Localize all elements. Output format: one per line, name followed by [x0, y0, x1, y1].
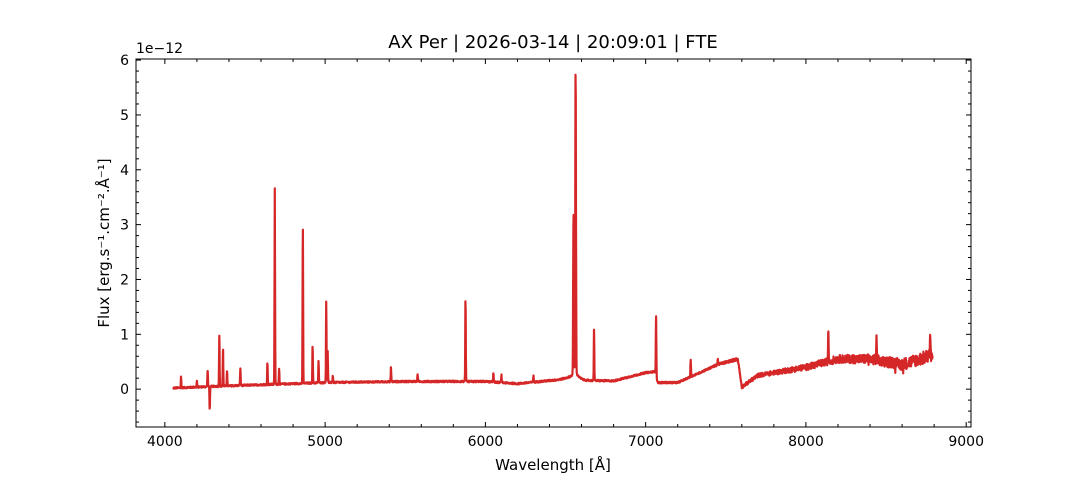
x-axis-label: Wavelength [Å] [495, 455, 611, 474]
chart-title: AX Per | 2026-03-14 | 20:09:01 | FTE [388, 32, 717, 53]
axis-ticks: 4000 5000 6000 7000 8000 9000 0 1 2 3 4 5 6 [120, 53, 984, 450]
x-tick-label: 8000 [788, 434, 824, 450]
x-tick-label: 9000 [948, 434, 984, 450]
x-tick-label: 6000 [468, 434, 504, 450]
y-tick-label: 2 [120, 272, 129, 288]
y-tick-label: 1 [120, 327, 129, 343]
y-offset-label: 1e−12 [136, 41, 183, 57]
y-tick-label: 5 [120, 108, 129, 124]
y-axis-label: Flux [erg.s⁻¹.cm⁻².Å⁻¹] [94, 158, 113, 327]
x-tick-label: 4000 [147, 434, 183, 450]
x-tick-label: 5000 [307, 434, 343, 450]
plot-frame [135, 58, 972, 428]
y-tick-label: 6 [120, 53, 129, 69]
y-tick-label: 3 [120, 218, 129, 234]
x-tick-label: 7000 [628, 434, 664, 450]
y-tick-label: 0 [120, 382, 129, 398]
y-tick-label: 4 [120, 163, 129, 179]
spectrum-line [172, 73, 934, 410]
